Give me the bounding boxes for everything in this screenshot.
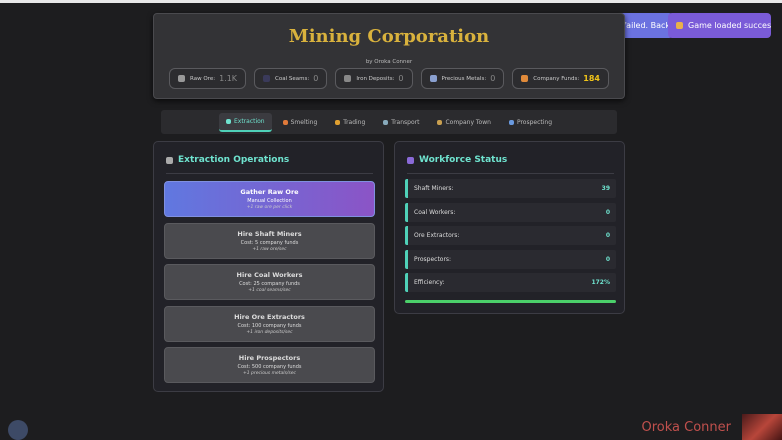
author-name: Oroka Conner [641,420,732,435]
panel-title: Extraction Operations [166,155,374,174]
tab[interactable]: Transport [376,114,426,131]
panel-title: Workforce Status [407,155,615,174]
stat-label: Ore Extractors: [414,232,460,239]
tab-label: Prospecting [516,118,553,126]
author-avatar [742,414,782,440]
tab[interactable]: Company Town [430,114,497,131]
tab-icon [437,119,443,125]
tab[interactable]: Smelting [276,114,325,131]
stat-value: 172% [591,279,610,286]
tab-label: Extraction [233,117,265,125]
stat-label: Prospectors: [414,255,452,263]
toast-text: The stores failed. Back to extrac [579,21,673,30]
tab-label: Company Town [445,118,491,126]
action-title: Hire Ore Extractors [234,312,305,321]
tab[interactable]: Trading [328,114,372,131]
action-button[interactable]: Gather Raw Ore Manual Collection +1 raw or… [164,181,375,217]
stat-label: Shaft Miners: [414,185,454,192]
resource-label: Raw Ore: [190,75,216,82]
action-effect: +1 precious metals/sec [242,371,296,376]
resource-value: 1.1K [219,74,238,83]
tab[interactable]: Extraction [218,112,272,132]
tab-icon [508,119,514,125]
game-title: Mining Corporation [288,26,490,47]
stat-row: Prospectors: 0 [405,249,616,269]
resource-icon [521,75,529,82]
stat-row: Efficiency: 172% [405,273,616,292]
stat-row: Coal Workers: 0 [405,202,616,222]
action-button[interactable]: Hire Coal Workers Cost: 25 company funds +… [164,264,375,300]
action-button[interactable]: Hire Prospectors Cost: 500 company funds +… [164,347,375,383]
action-title: Gather Raw Ore [240,188,299,196]
resource-icon [429,75,437,82]
action-button[interactable]: Hire Ore Extractors Cost: 100 company fun… [164,305,375,342]
toast-text: Game loaded successfully! [688,21,771,30]
panel-title-text: Workforce Status [419,155,508,165]
header: Mining Corporation by Oroka Conner Raw O… [153,13,625,99]
resource-pill: Coal Seams: 0 [254,68,328,89]
resource-value: 184 [583,74,600,83]
stat-value: 0 [605,255,610,263]
action-effect: +1 raw ore per click [246,205,293,210]
efficiency-bar [405,300,616,303]
resource-label: Iron Deposits: [356,75,395,82]
stat-row: Ore Extractors: 0 [405,226,616,245]
tab-icon [282,119,288,125]
resource-value: 0 [313,74,319,83]
stat-row: Shaft Miners: 39 [405,179,616,198]
stat-value: 0 [605,208,610,216]
action-subtitle: Cost: 5 company funds [240,239,299,246]
toast: Game loaded successfully! [668,13,771,38]
resource-icon [178,75,186,82]
action-effect: +1 iron deposits/sec [246,329,293,335]
resource-pill: Company Funds: 184 [512,68,609,89]
tab-icon [335,119,341,125]
tab[interactable]: Prospecting [502,114,559,131]
action-subtitle: Cost: 500 company funds [237,364,302,370]
action-title: Hire Shaft Miners [237,229,302,238]
action-effect: +1 raw ore/sec [252,246,287,252]
action-effect: +1 coal seams/sec [248,288,291,293]
stat-label: Efficiency: [414,279,445,286]
resource-value: 0 [398,74,404,83]
stat-label: Coal Workers: [414,208,456,216]
resource-bar: Raw Ore: 1.1K Coal Seams: 0 Iron Deposits: 0 P… [154,68,624,89]
audio-button[interactable] [8,420,28,440]
extraction-panel: Extraction Operations Gather Raw Ore Manu… [153,141,384,392]
resource-label: Company Funds: [533,75,580,82]
stat-value: 39 [601,185,610,192]
resource-icon [263,75,271,82]
tab-bar: Extraction Smelting Trading Transport Compan… [161,110,617,134]
tab-label: Trading [343,118,366,126]
resource-icon [344,75,352,82]
tab-icon [225,118,231,124]
resource-pill: Precious Metals: 0 [420,68,505,89]
action-subtitle: Manual Collection [247,198,292,204]
resource-pill: Iron Deposits: 0 [335,68,413,89]
workforce-panel: Workforce Status Shaft Miners: 39 Coal Wor… [394,141,625,314]
resource-label: Coal Seams: [275,75,310,82]
action-subtitle: Cost: 100 company funds [237,322,302,329]
resource-pill: Raw Ore: 1.1K [169,68,247,89]
byline: by Oroka Conner [365,59,413,65]
action-subtitle: Cost: 25 company funds [239,281,300,287]
tab-label: Smelting [290,118,318,126]
action-button[interactable]: Hire Shaft Miners Cost: 5 company funds +1… [164,222,375,259]
resource-label: Precious Metals: [441,75,487,82]
tab-label: Transport [391,118,420,126]
stat-value: 0 [605,232,610,239]
resource-value: 0 [490,74,496,83]
action-title: Hire Coal Workers [236,271,303,279]
tab-icon [383,119,389,125]
panel-title-text: Extraction Operations [178,155,290,165]
action-title: Hire Prospectors [238,354,301,362]
